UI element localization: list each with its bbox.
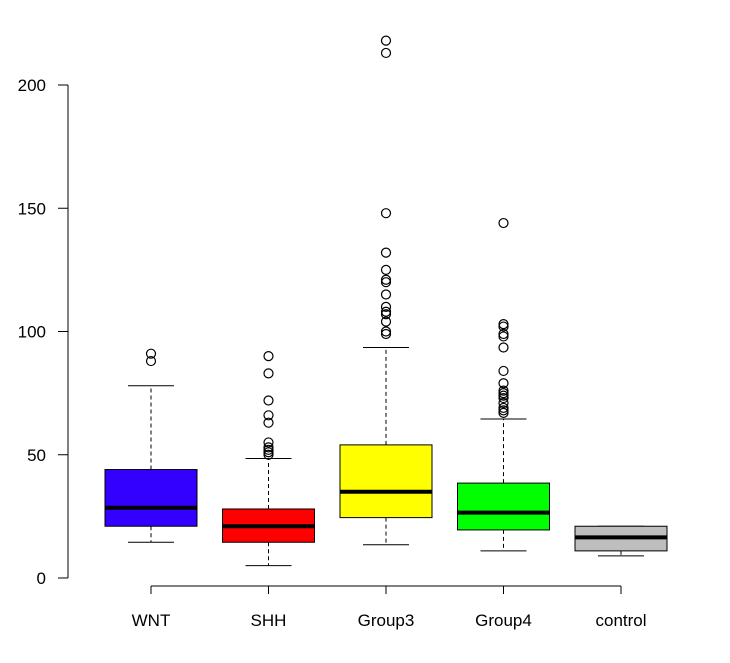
x-tick-label-control: control: [595, 611, 646, 630]
outlier-Group4-8: [498, 378, 509, 389]
outlier-SHH-1: [263, 447, 274, 458]
outlier-Group3-0: [380, 328, 392, 340]
y-tick-label-200: 200: [18, 76, 46, 95]
outlier-SHH-6: [263, 410, 274, 421]
outlier-SHH-2: [263, 444, 274, 455]
box-WNT: [104, 348, 198, 543]
outlier-Group3-13: [380, 35, 392, 46]
outlier-Group4-2: [498, 402, 509, 414]
outlier-SHH-4: [263, 437, 274, 448]
outlier-Group4-4: [498, 392, 509, 404]
y-axis: 0 50 100 150 200: [18, 76, 69, 588]
outlier-Group4-7: [498, 385, 509, 396]
outlier-Group3-4: [380, 306, 392, 317]
outlier-Group3-6: [380, 289, 392, 300]
box-SHH: [222, 351, 315, 567]
y-tick-label-50: 50: [27, 446, 46, 465]
boxes: [104, 35, 668, 567]
outlier-Group3-12: [380, 47, 392, 59]
outlier-Group3-5: [380, 301, 392, 312]
outlier-Group4-12: [498, 328, 509, 340]
outlier-Group4-9: [498, 365, 509, 377]
x-tick-label-Group3: Group3: [358, 611, 415, 630]
box-control: [574, 525, 668, 557]
outlier-SHH-8: [263, 368, 274, 379]
outlier-Group3-2: [380, 316, 392, 327]
outlier-Group4-0: [498, 407, 509, 418]
box-Group3: [339, 35, 433, 546]
outlier-Group4-3: [498, 397, 509, 409]
outlier-Group3-1: [380, 326, 392, 337]
iqr-box-Group3: [339, 444, 433, 519]
outlier-Group3-11: [380, 208, 392, 219]
outlier-Group4-10: [498, 342, 509, 353]
outlier-Group3-8: [380, 274, 392, 285]
outlier-Group4-11: [498, 331, 509, 342]
x-tick-label-Group4: Group4: [475, 611, 532, 630]
outlier-Group4-13: [498, 321, 509, 332]
y-tick-label-150: 150: [18, 199, 46, 218]
outlier-Group4-1: [498, 405, 509, 416]
outlier-Group4-5: [498, 390, 509, 401]
outlier-SHH-9: [263, 351, 274, 362]
outlier-WNT-0: [145, 355, 157, 367]
outlier-Group3-7: [380, 277, 392, 288]
outlier-WNT-1: [145, 348, 157, 359]
outlier-SHH-0: [263, 449, 274, 460]
x-tick-label-SHH: SHH: [251, 611, 287, 630]
x-tick-label-WNT: WNT: [132, 611, 171, 630]
y-ticks: 0 50 100 150 200: [18, 76, 68, 588]
outlier-Group4-14: [498, 319, 509, 330]
outlier-Group4-6: [498, 388, 509, 399]
outlier-SHH-7: [263, 395, 274, 406]
outlier-Group3-10: [380, 247, 392, 258]
outlier-Group3-3: [380, 309, 392, 320]
iqr-box-Group4: [457, 482, 550, 531]
outlier-Group4-15: [498, 217, 509, 229]
box-Group4: [457, 217, 550, 552]
y-tick-label-100: 100: [18, 323, 46, 342]
iqr-box-WNT: [104, 469, 198, 527]
outlier-SHH-5: [263, 417, 274, 428]
x-ticks: WNT SHH Group3 Group4 control: [132, 586, 647, 630]
y-tick-label-0: 0: [37, 569, 46, 588]
outlier-SHH-3: [263, 442, 274, 453]
x-axis: WNT SHH Group3 Group4 control: [132, 585, 647, 630]
outlier-Group3-9: [380, 264, 392, 275]
